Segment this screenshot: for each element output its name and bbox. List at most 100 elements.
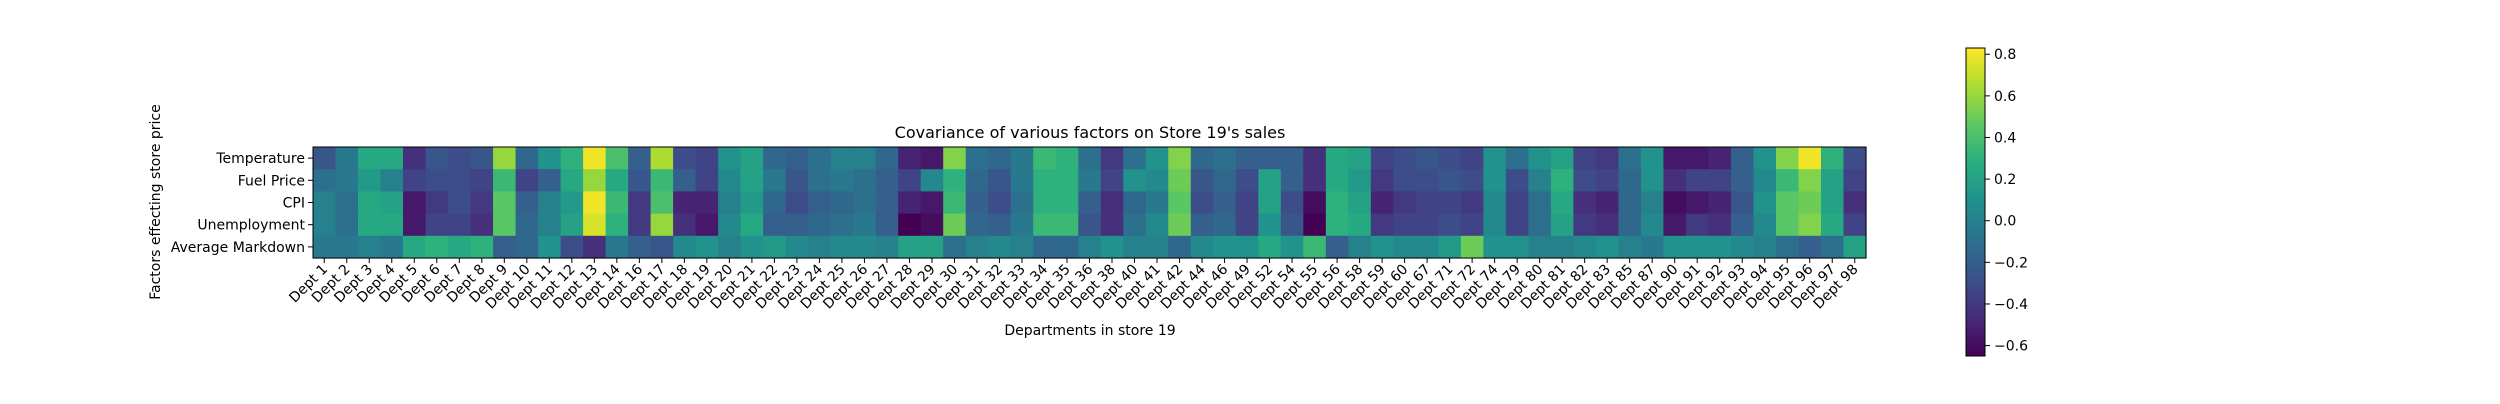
heatmap-cell bbox=[1640, 191, 1665, 215]
heatmap-cell bbox=[1708, 191, 1732, 215]
heatmap-cell bbox=[1820, 191, 1845, 215]
heatmap-cell bbox=[1843, 147, 1867, 170]
heatmap-cell bbox=[965, 191, 989, 215]
heatmap-cell bbox=[1798, 213, 1822, 237]
heatmap-cell bbox=[988, 235, 1012, 259]
heatmap-cell bbox=[673, 235, 697, 259]
heatmap-cell bbox=[650, 213, 674, 237]
heatmap-cell bbox=[605, 169, 629, 192]
colorbar-tick-label: −0.4 bbox=[1994, 297, 2028, 313]
heatmap-cell bbox=[988, 191, 1012, 215]
heatmap-cell bbox=[1033, 235, 1057, 259]
heatmap-cell bbox=[1325, 191, 1349, 215]
heatmap-cell bbox=[1100, 191, 1124, 215]
heatmap-cell bbox=[358, 191, 382, 215]
heatmap-cell bbox=[785, 213, 809, 237]
heatmap-cell bbox=[1235, 169, 1259, 192]
heatmap-cell bbox=[1190, 235, 1214, 259]
y-tick-label: Temperature bbox=[215, 151, 305, 167]
heatmap-cell bbox=[1123, 235, 1147, 259]
heatmap-cell bbox=[875, 235, 899, 259]
heatmap-cell bbox=[1393, 191, 1417, 215]
colorbar-tick-label: 0.2 bbox=[1994, 172, 2016, 188]
heatmap-cell bbox=[1055, 169, 1079, 192]
heatmap-cell bbox=[1775, 191, 1800, 215]
heatmap-cell bbox=[853, 235, 877, 259]
heatmap-cell bbox=[470, 191, 494, 215]
heatmap-cell bbox=[695, 235, 719, 259]
heatmap-cell bbox=[1753, 213, 1777, 237]
heatmap-cell bbox=[628, 235, 652, 259]
heatmap-cell bbox=[515, 235, 539, 259]
heatmap-cell bbox=[763, 235, 787, 259]
heatmap-cell bbox=[605, 147, 629, 170]
heatmap-cell bbox=[920, 147, 944, 170]
heatmap-cell bbox=[605, 191, 629, 215]
heatmap-cell bbox=[1775, 169, 1800, 192]
heatmap-cell bbox=[1595, 235, 1620, 259]
heatmap-cell bbox=[808, 235, 832, 259]
heatmap-cell bbox=[1325, 169, 1349, 192]
heatmap-cell bbox=[1078, 191, 1102, 215]
heatmap-cell bbox=[358, 213, 382, 237]
heatmap-cell bbox=[425, 147, 449, 170]
heatmap-cell bbox=[785, 235, 809, 259]
heatmap-cell bbox=[1370, 213, 1394, 237]
heatmap-cell bbox=[448, 169, 472, 192]
heatmap-cell bbox=[1055, 213, 1079, 237]
heatmap-cell bbox=[1370, 191, 1394, 215]
heatmap-cell bbox=[1078, 147, 1102, 170]
heatmap-cell bbox=[1055, 191, 1079, 215]
heatmap-cell bbox=[898, 169, 922, 192]
heatmap-cell bbox=[830, 169, 854, 192]
heatmap-cell bbox=[1415, 169, 1439, 192]
heatmap-cell bbox=[808, 169, 832, 192]
heatmap-cell bbox=[1505, 169, 1529, 192]
heatmap-cell bbox=[1280, 147, 1304, 170]
heatmap-cell bbox=[965, 169, 989, 192]
heatmap-cell bbox=[1663, 191, 1687, 215]
heatmap-cell bbox=[628, 147, 652, 170]
heatmap-cell bbox=[1010, 235, 1034, 259]
heatmap-cell bbox=[515, 191, 539, 215]
heatmap-cell bbox=[1235, 147, 1259, 170]
heatmap-cell bbox=[1595, 147, 1620, 170]
heatmap-cell bbox=[943, 191, 967, 215]
heatmap-cell bbox=[695, 169, 719, 192]
y-axis-ticks: Temperature Fuel Price CPI Unemployment Aver… bbox=[171, 151, 313, 256]
heatmap-cell bbox=[1235, 191, 1259, 215]
heatmap-cell bbox=[875, 169, 899, 192]
heatmap-cell bbox=[1145, 213, 1169, 237]
heatmap-cell bbox=[1708, 213, 1732, 237]
heatmap-cell bbox=[763, 213, 787, 237]
heatmap-cell bbox=[1730, 147, 1755, 170]
y-tick-label: Unemployment bbox=[197, 218, 305, 234]
heatmap-cell bbox=[583, 169, 607, 192]
heatmap-cell bbox=[808, 147, 832, 170]
heatmap-cell bbox=[583, 191, 607, 215]
heatmap-cell bbox=[1528, 147, 1552, 170]
heatmap-cell bbox=[628, 191, 652, 215]
heatmap-cell bbox=[1370, 147, 1394, 170]
heatmap-cell bbox=[1685, 235, 1710, 259]
heatmap-cell bbox=[830, 191, 854, 215]
heatmap-cell bbox=[403, 213, 427, 237]
heatmap-cell bbox=[358, 147, 382, 170]
heatmap-cell bbox=[538, 213, 562, 237]
heatmap-cell bbox=[1573, 213, 1597, 237]
heatmap-cell bbox=[560, 169, 584, 192]
heatmap-cell bbox=[448, 235, 472, 259]
heatmap-cell bbox=[1235, 213, 1259, 237]
heatmap-cell bbox=[1820, 169, 1845, 192]
heatmap-cell bbox=[1168, 169, 1192, 192]
heatmap-cell bbox=[1730, 235, 1755, 259]
heatmap-cell bbox=[695, 191, 719, 215]
heatmap-cell bbox=[1190, 213, 1214, 237]
heatmap-cell bbox=[1370, 235, 1394, 259]
heatmap-cell bbox=[898, 191, 922, 215]
colorbar-tick-label: 0.8 bbox=[1994, 47, 2016, 63]
heatmap-cell bbox=[1190, 147, 1214, 170]
heatmap-cell bbox=[425, 235, 449, 259]
heatmap-cell bbox=[718, 147, 742, 170]
heatmap-cell bbox=[920, 191, 944, 215]
